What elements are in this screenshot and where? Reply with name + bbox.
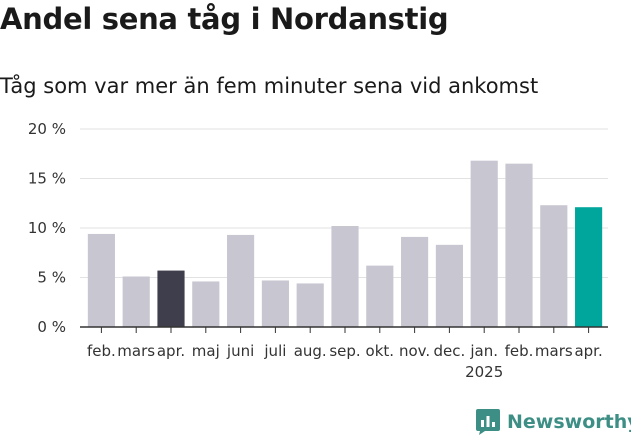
- bar: [366, 265, 394, 327]
- x-tick-label: aug.: [294, 342, 327, 360]
- x-tick-label: sep.: [329, 342, 360, 360]
- bar: [505, 163, 533, 327]
- bar: [296, 283, 324, 327]
- bar-chart: 0 %5 %10 %15 %20 % feb. mars apr. maj juni ju…: [28, 120, 608, 381]
- bar: [192, 281, 220, 327]
- y-tick-label: 15 %: [28, 170, 66, 188]
- y-tick-label: 20 %: [28, 120, 66, 138]
- x-axis: [80, 326, 608, 333]
- chart-title: Andel sena tåg i Nordanstig: [0, 2, 449, 36]
- x-tick-label: dec.: [434, 342, 466, 360]
- x-tick-label: mars: [535, 342, 573, 360]
- y-tick-label: 5 %: [37, 269, 66, 287]
- bar: [435, 244, 463, 327]
- bar: [575, 207, 603, 327]
- x-tick-label: feb.: [505, 342, 534, 360]
- x-tick-label: okt.: [366, 342, 395, 360]
- x-year-label: 2025: [465, 363, 503, 381]
- y-tick-label: 10 %: [28, 219, 66, 237]
- bar: [331, 226, 359, 327]
- x-tick-label: mars: [117, 342, 155, 360]
- bar: [157, 270, 185, 327]
- bars: [87, 160, 603, 327]
- x-tick-label: nov.: [399, 342, 430, 360]
- bar: [540, 205, 568, 327]
- x-axis-ticks: feb. mars apr. maj juni juli aug. sep. okt. nov. d…: [87, 342, 603, 381]
- x-tick-label: jan.: [469, 342, 498, 360]
- bar: [87, 233, 115, 327]
- y-axis-ticks: 0 % 5 % 10 % 15 % 20 %: [28, 120, 66, 336]
- bar: [261, 280, 289, 327]
- x-tick-label: juni: [226, 342, 254, 360]
- bar: [401, 236, 429, 327]
- x-tick-label: apr.: [574, 342, 602, 360]
- bar: [122, 276, 150, 327]
- y-tick-label: 0 %: [37, 318, 66, 336]
- x-tick-label: feb.: [87, 342, 116, 360]
- chart-subtitle: Tåg som var mer än fem minuter sena vid …: [0, 74, 539, 98]
- newsworthy-logo-text: Newsworthy: [507, 411, 631, 433]
- bar: [227, 234, 255, 327]
- x-tick-label: juli: [263, 342, 286, 360]
- x-tick-label: maj: [192, 342, 220, 360]
- bar: [470, 160, 498, 327]
- newsworthy-logo-icon: [476, 409, 500, 435]
- x-tick-label: apr.: [157, 342, 185, 360]
- newsworthy-logo: Newsworthy: [475, 408, 631, 436]
